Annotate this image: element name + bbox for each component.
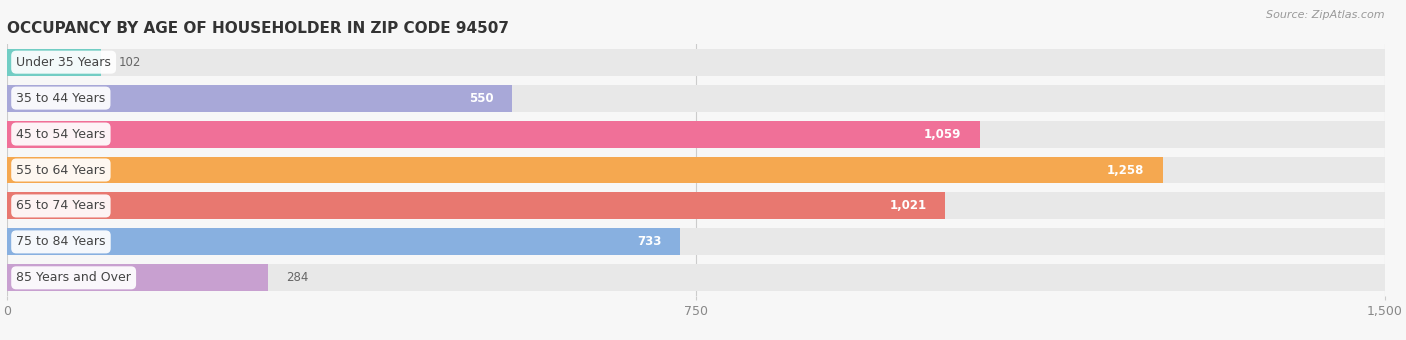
Bar (7, 265, 269, 291)
Bar (7, 49, 1385, 75)
Text: 102: 102 (120, 56, 142, 69)
Bar (7, 156, 1385, 184)
Bar (7, 265, 1385, 291)
Bar (7, 228, 681, 255)
Text: Source: ZipAtlas.com: Source: ZipAtlas.com (1267, 10, 1385, 20)
Text: 1,258: 1,258 (1107, 164, 1144, 176)
Text: 733: 733 (637, 235, 662, 249)
Bar (7, 192, 1385, 219)
Bar (7, 121, 1385, 148)
Bar (7, 49, 101, 75)
Text: 65 to 74 Years: 65 to 74 Years (17, 200, 105, 212)
Text: 85 Years and Over: 85 Years and Over (17, 271, 131, 284)
Bar (7, 121, 980, 148)
Text: 550: 550 (470, 91, 494, 105)
Text: 45 to 54 Years: 45 to 54 Years (17, 128, 105, 140)
Text: 1,059: 1,059 (924, 128, 962, 140)
Text: 1,021: 1,021 (890, 200, 927, 212)
Text: OCCUPANCY BY AGE OF HOUSEHOLDER IN ZIP CODE 94507: OCCUPANCY BY AGE OF HOUSEHOLDER IN ZIP C… (7, 21, 509, 36)
Bar (7, 228, 1385, 255)
Text: 35 to 44 Years: 35 to 44 Years (17, 91, 105, 105)
Text: Under 35 Years: Under 35 Years (17, 56, 111, 69)
Text: 75 to 84 Years: 75 to 84 Years (17, 235, 105, 249)
Bar (7, 156, 1163, 184)
Text: 284: 284 (287, 271, 309, 284)
Bar (7, 192, 945, 219)
Bar (7, 85, 512, 112)
Bar (7, 85, 1385, 112)
Text: 55 to 64 Years: 55 to 64 Years (17, 164, 105, 176)
